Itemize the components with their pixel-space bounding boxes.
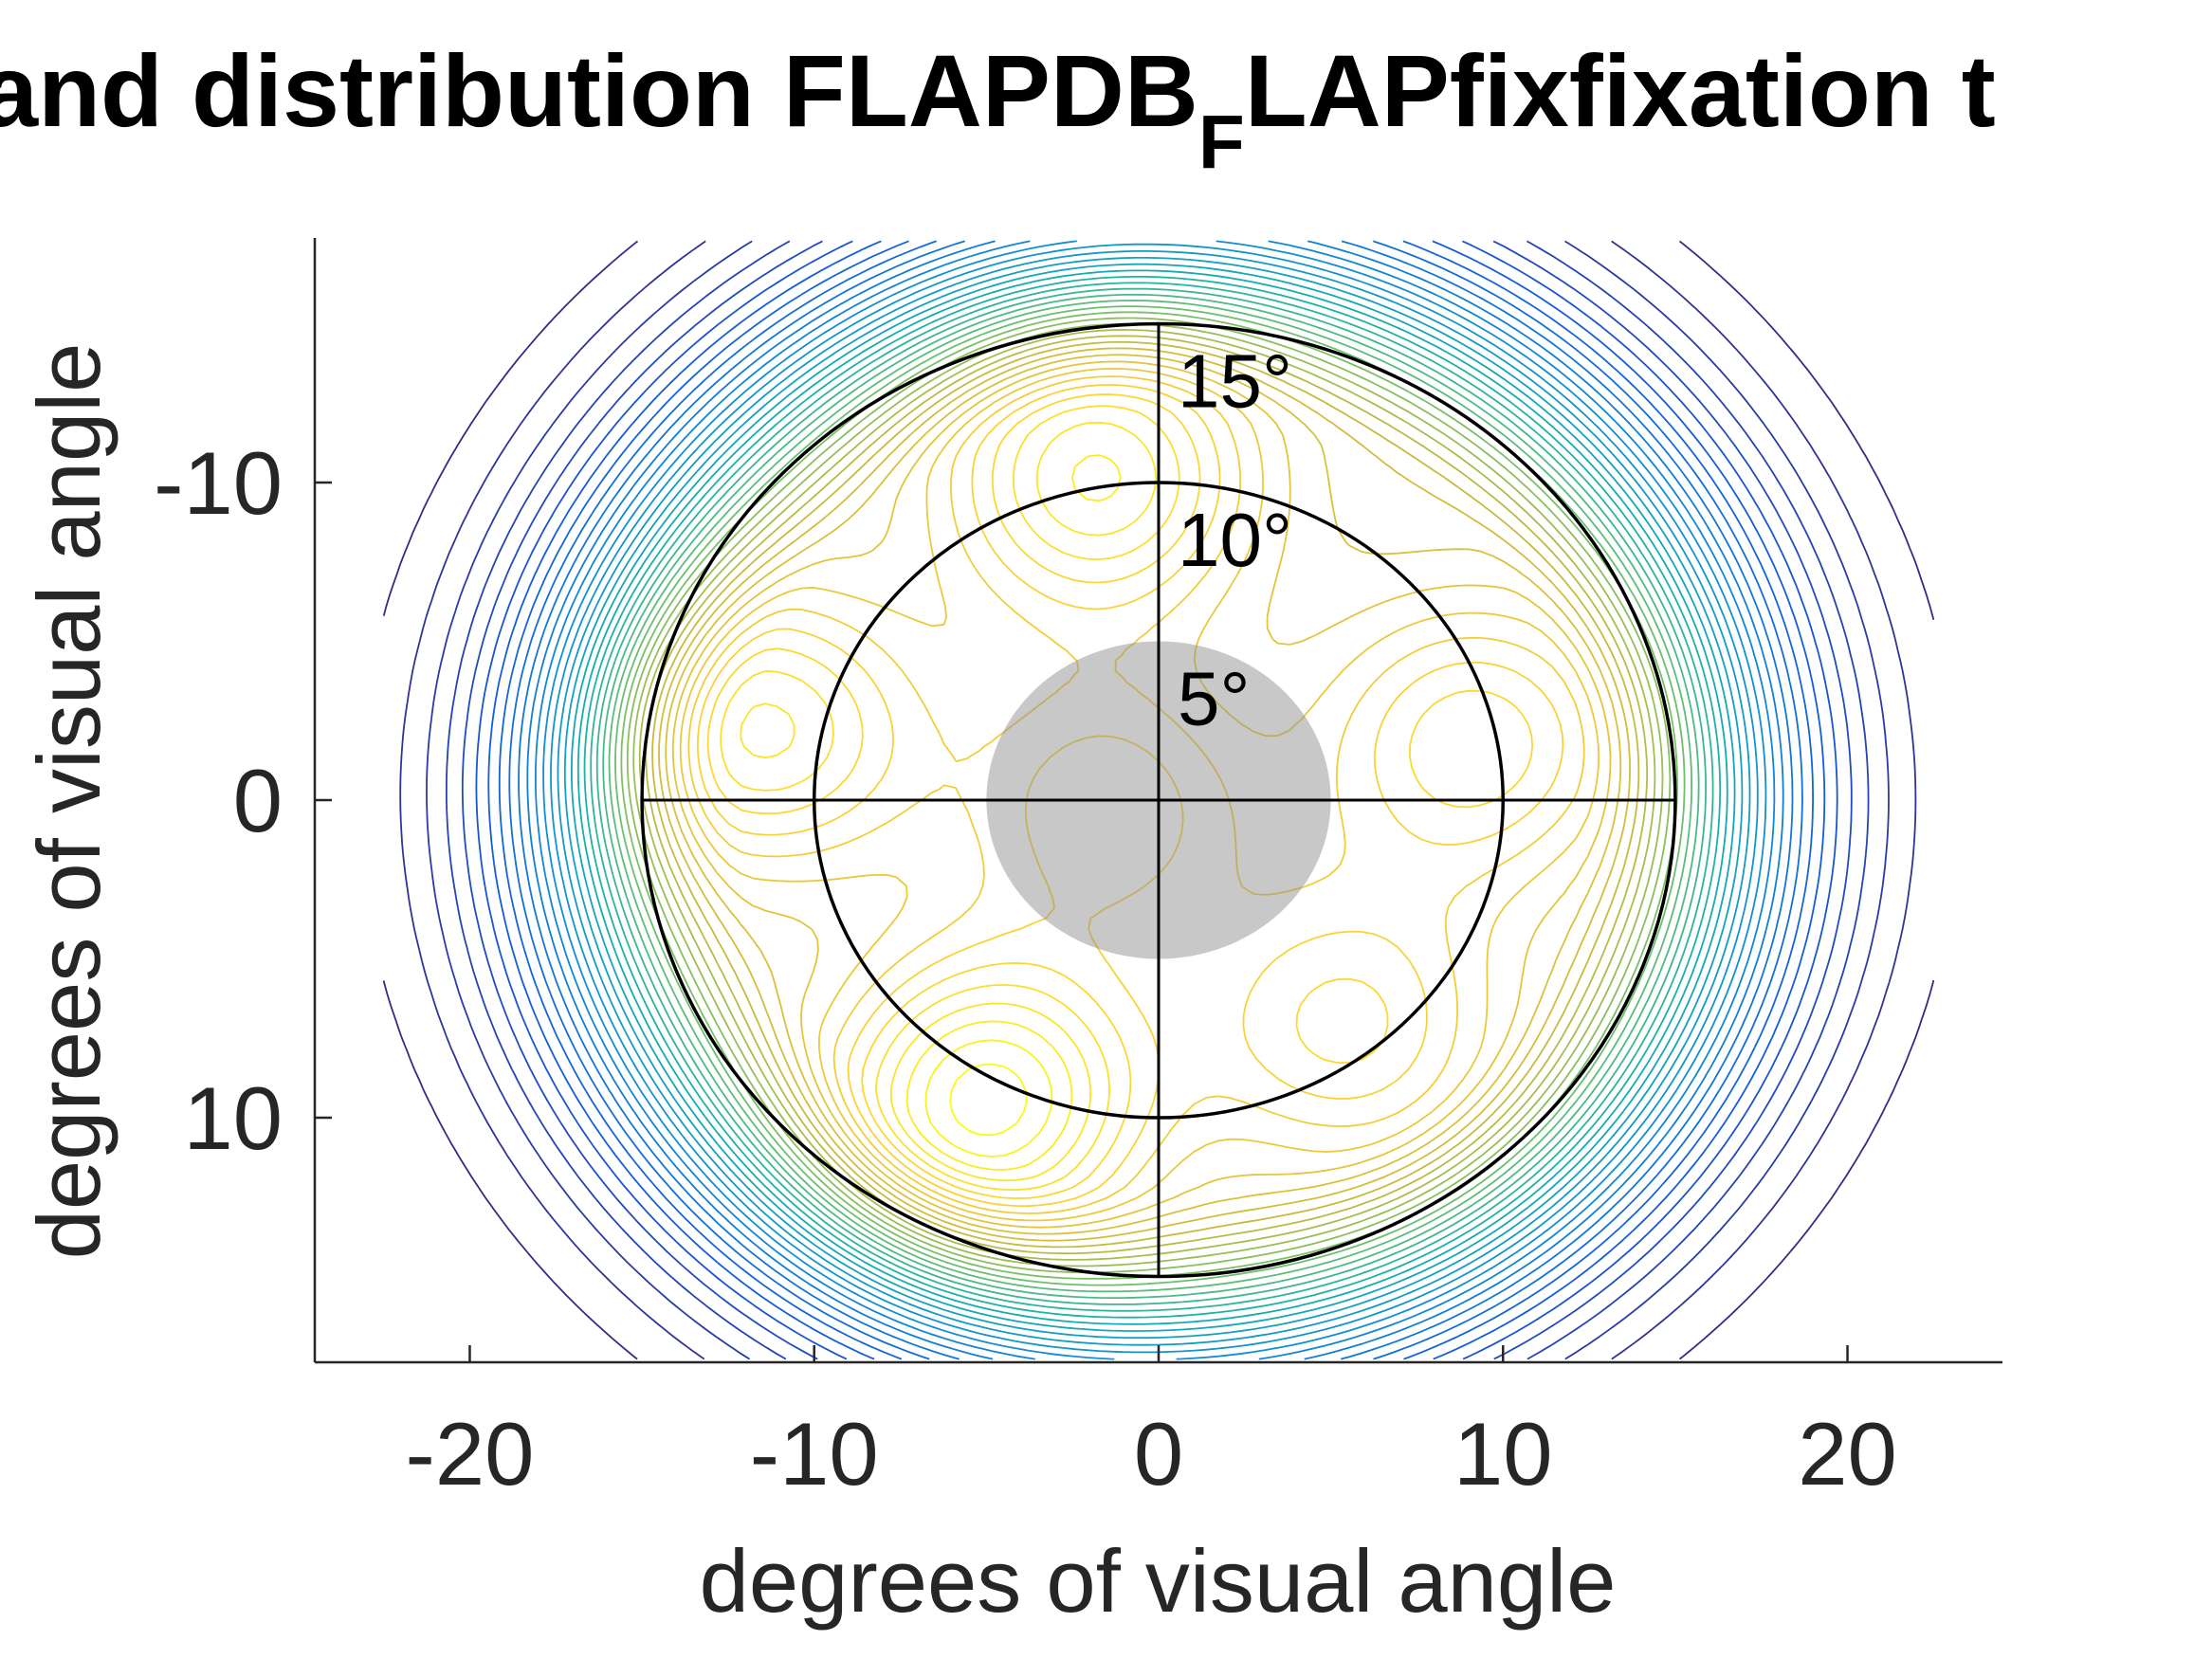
contour-line [382, 240, 1935, 1360]
circle-label-5: 5° [1178, 656, 1250, 740]
x-tick-label: 0 [1134, 1404, 1183, 1504]
contour-line [550, 243, 1759, 1354]
contour-line [518, 240, 1794, 1360]
contour-line [535, 240, 1776, 1360]
contour-line [576, 269, 1728, 1325]
contour-line [740, 421, 1158, 1182]
contour-line [595, 287, 1707, 1305]
contour-line [671, 360, 1612, 1229]
contour-line [638, 329, 1656, 1261]
chart-title: and distribution FLAPDBFLAPfixfixation t [0, 33, 1996, 184]
contour-line [557, 250, 1751, 1346]
x-axis-label: degrees of visual angle [700, 1531, 1617, 1631]
contour-lines [382, 240, 1935, 1360]
circle-label-10: 10° [1178, 498, 1292, 582]
x-tick-label: 20 [1798, 1404, 1897, 1504]
reference-overlay: 5° 10° 15° [640, 321, 1677, 1279]
contour-line [720, 405, 1180, 1191]
contour-line [665, 354, 1622, 1235]
x-tick-label: 10 [1453, 1404, 1553, 1504]
x-tick-label: -20 [406, 1404, 535, 1504]
contour-line [651, 340, 1640, 1249]
contour-line [526, 240, 1784, 1360]
contour-line [583, 276, 1722, 1319]
contour-line [608, 300, 1692, 1293]
contour-line [399, 240, 1917, 1360]
contour-line [571, 263, 1736, 1332]
contour-line [426, 240, 1890, 1360]
y-axis-label: degrees of visual angle [19, 343, 119, 1260]
y-tick-label: -10 [154, 433, 283, 533]
contour-line [590, 282, 1714, 1312]
contour-line [924, 1039, 1053, 1158]
axes: -20 -10 0 10 20 -10 0 10 [154, 238, 2002, 1504]
contour-line [487, 240, 1826, 1360]
contour-line [498, 240, 1814, 1360]
contour-line [475, 240, 1838, 1360]
contour-line [679, 368, 1600, 1222]
y-tick-label: 10 [183, 1068, 283, 1168]
contour-line [461, 240, 1853, 1360]
contour-line [602, 293, 1700, 1299]
contour-line [658, 347, 1631, 1242]
contour-line [563, 257, 1744, 1340]
contour-line [614, 305, 1686, 1286]
contour-line [706, 393, 1534, 1199]
circle-label-15: 15° [1178, 338, 1292, 423]
contour-line [508, 240, 1803, 1360]
contour-line [446, 240, 1870, 1360]
contour-line [542, 240, 1767, 1360]
y-tick-label: 0 [233, 751, 283, 850]
x-tick-label: -10 [750, 1404, 879, 1504]
